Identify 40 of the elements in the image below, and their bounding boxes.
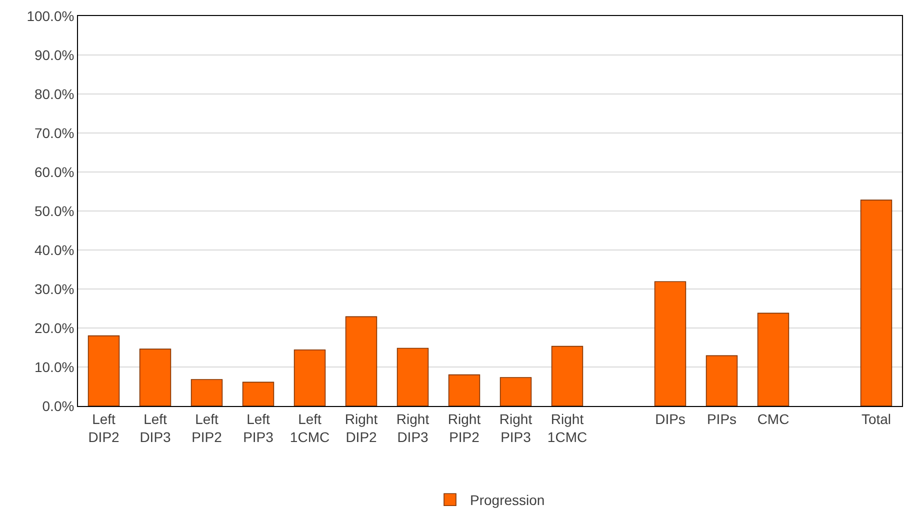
bar xyxy=(706,355,738,406)
x-tick-label: Left PIP2 xyxy=(192,410,222,445)
x-tick-label: Left DIP2 xyxy=(88,410,120,445)
bar xyxy=(860,200,892,406)
bar xyxy=(500,377,532,406)
bar xyxy=(190,379,223,406)
x-tick-label: Right 1CMC xyxy=(547,410,588,445)
bar xyxy=(345,316,378,406)
x-tick-label: PIPs xyxy=(706,410,737,427)
y-tick-label: 80.0% xyxy=(34,86,74,102)
x-tick-label: Right DIP3 xyxy=(396,410,430,445)
y-tick-label: 0.0% xyxy=(42,398,74,414)
bar xyxy=(294,349,326,406)
x-tick-label: CMC xyxy=(757,410,790,427)
bar xyxy=(139,348,172,406)
bar xyxy=(242,382,274,406)
bar xyxy=(654,281,686,406)
x-tick-label: Right PIP3 xyxy=(499,410,532,445)
y-tick-label: 60.0% xyxy=(34,164,74,180)
x-tick-label: Left PIP3 xyxy=(243,410,274,445)
x-tick-label: DIPs xyxy=(655,410,686,427)
y-tick-label: 40.0% xyxy=(34,242,74,258)
y-tick-label: 20.0% xyxy=(34,320,74,336)
y-tick-label: 50.0% xyxy=(34,202,74,219)
y-tick-label: 90.0% xyxy=(34,46,74,63)
bar xyxy=(757,312,790,406)
y-tick-label: 100.0% xyxy=(26,8,74,24)
x-tick-label: Right PIP2 xyxy=(448,410,481,445)
y-tick-label: 30.0% xyxy=(34,280,74,297)
y-tick-label: 10.0% xyxy=(34,358,74,375)
legend-label: Progression xyxy=(470,492,545,508)
x-tick-label: Left DIP3 xyxy=(140,410,172,445)
bar xyxy=(551,346,584,406)
x-tick-label: Right DIP2 xyxy=(344,410,378,445)
bar xyxy=(396,348,429,406)
x-tick-label: Left 1CMC xyxy=(290,410,330,445)
bar xyxy=(448,374,480,406)
y-tick-label: 70.0% xyxy=(34,124,74,141)
x-tick-label: Total xyxy=(861,410,892,427)
bar xyxy=(88,335,120,406)
